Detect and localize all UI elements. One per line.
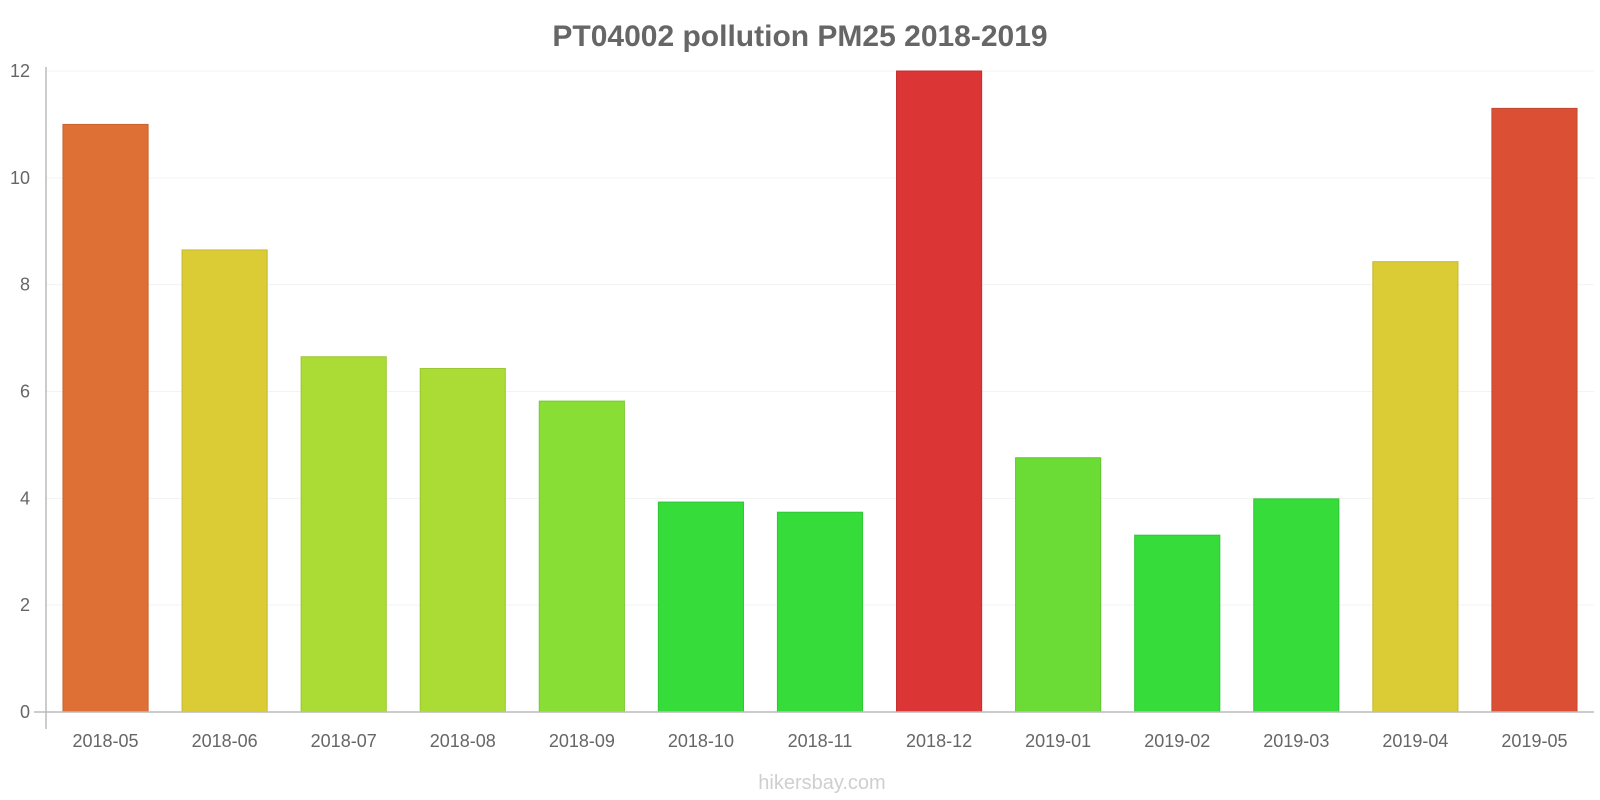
bar-2019-05: [1491, 107, 1578, 713]
bar-2019-04: [1372, 261, 1459, 713]
watermark: hikersbay.com: [758, 772, 885, 794]
chart-title: PT04002 pollution PM25 2018-2019: [552, 20, 1047, 53]
y-axis-ticks: 0 2 4 6 8 10 12: [10, 61, 30, 722]
x-tick-label: 2018-11: [788, 731, 853, 751]
x-axis-ticks: 2018-05 2018-06 2018-07 2018-08 2018-09 2018-…: [73, 731, 1568, 751]
bar-2018-11: [776, 511, 864, 713]
x-tick-label: 2018-09: [549, 731, 615, 751]
x-tick-label: 2018-08: [430, 731, 496, 751]
bar-2018-06: [181, 249, 268, 713]
x-tick-label: 2019-04: [1382, 731, 1448, 751]
x-tick-label: 2019-01: [1025, 731, 1091, 751]
x-tick-label: 2019-05: [1501, 731, 1567, 751]
y-tick-label: 0: [20, 702, 30, 722]
x-tick-label: 2018-07: [311, 731, 377, 751]
x-tick-label: 2018-05: [73, 731, 139, 751]
bar-2018-07: [300, 356, 387, 713]
axes: [34, 67, 1594, 729]
bar-2018-10: [657, 501, 744, 713]
y-tick-label: 10: [10, 168, 30, 188]
bar-2019-01: [1015, 457, 1102, 713]
y-tick-label: 4: [20, 488, 30, 508]
y-tick-label: 8: [20, 275, 30, 295]
x-tick-label: 2019-03: [1263, 731, 1329, 751]
bar-2018-08: [419, 368, 506, 713]
bar-2018-12: [896, 70, 983, 713]
bar-2018-05: [62, 123, 149, 713]
bars: [62, 70, 1578, 713]
y-tick-label: 6: [20, 382, 30, 402]
x-tick-label: 2018-10: [668, 731, 734, 751]
bar-2019-02: [1134, 534, 1221, 713]
bar-2019-03: [1253, 498, 1340, 713]
y-tick-label: 2: [20, 595, 30, 615]
y-tick-label: 12: [10, 61, 30, 81]
x-tick-label: 2019-02: [1144, 731, 1210, 751]
x-tick-label: 2018-12: [906, 731, 972, 751]
bar-2018-09: [538, 400, 625, 713]
x-tick-label: 2018-06: [192, 731, 258, 751]
